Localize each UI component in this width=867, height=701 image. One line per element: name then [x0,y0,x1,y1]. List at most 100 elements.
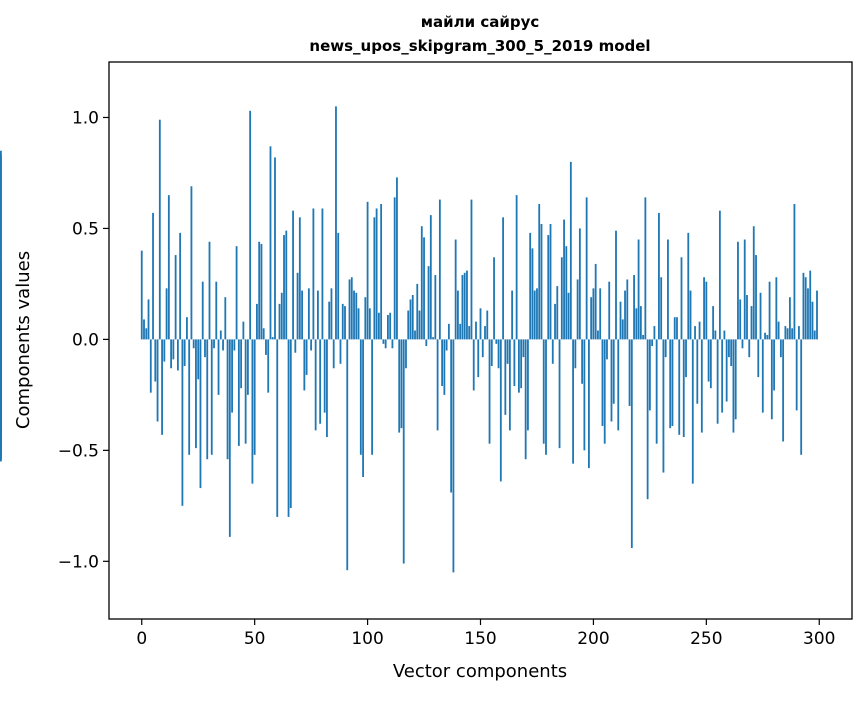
bar-252 [709,339,712,389]
bar-257 [721,339,724,413]
bar-29 [206,339,209,460]
bar-203 [599,288,602,340]
bar-116 [402,339,405,564]
bar-90 [344,306,346,340]
bar-183 [554,303,556,340]
bar-224 [646,339,649,500]
bar-182 [551,339,554,364]
bar-213 [621,319,624,340]
bar-95 [355,292,358,340]
bar-159 [499,339,502,482]
bar-22 [190,186,193,340]
bar-181 [549,224,552,340]
bar-51 [256,303,258,340]
x-tick-label-150: 150 [464,629,496,649]
bar-63 [283,235,285,340]
bar-17 [179,232,182,340]
bar-80 [321,208,324,340]
bar-170 [524,339,527,460]
bar-186 [560,257,563,340]
bar-74 [307,288,310,340]
bar-91 [346,339,349,571]
bar-249 [703,277,705,340]
bar-263 [734,339,737,420]
bar-188 [565,246,568,340]
bar-72 [303,339,306,391]
bar-202 [597,330,599,340]
bar-140 [457,290,459,340]
bar-286 [786,328,789,340]
bar-234 [669,339,672,429]
bar-15 [174,255,177,340]
x-tick-label-100: 100 [351,629,383,649]
bar-239 [680,257,683,340]
bar-97 [359,339,362,455]
bar-292 [800,339,803,455]
bar-190 [569,161,572,340]
bar-1 [143,319,145,340]
bar-44 [240,339,243,389]
bar-269 [748,339,751,358]
bar-144 [466,270,468,340]
bar-37 [224,297,227,340]
bar-172 [529,232,532,340]
bar-138 [452,339,455,573]
bar-295 [807,288,809,340]
bar-293 [802,272,805,340]
y-tick-label-4: 1.0 [72,108,99,128]
bar-64 [285,230,288,340]
bar-191 [572,339,574,464]
bar-105 [377,312,380,340]
bar-128 [429,215,432,340]
bar-178 [542,339,545,444]
bar-3 [147,299,150,340]
bar-56 [267,339,270,393]
bar-246 [696,339,699,404]
bar-165 [513,339,516,386]
x-axis-ticks: 0 50 100 150 200 250 300 [136,619,835,649]
bar-143 [463,272,466,340]
bar-150 [479,308,482,340]
bar-199 [590,297,593,340]
bar-240 [682,339,685,438]
bar-2 [145,328,148,340]
bar-206 [606,339,608,360]
bar-99 [364,297,367,340]
bar-86 [335,106,337,340]
bar-192 [574,339,577,369]
bar-214 [624,290,626,340]
bar-119 [409,299,412,340]
bar-49 [251,339,254,484]
bar-12 [167,195,170,340]
y-tick-label-2: 0.0 [72,330,99,350]
bar-247 [698,321,701,340]
bar-26 [199,339,202,489]
bar-220 [637,239,640,340]
bar-58 [271,337,274,340]
x-tick-label-200: 200 [577,629,609,649]
bar-109 [387,314,389,340]
bar-23 [192,339,195,349]
bar-40 [231,339,233,413]
bar-134 [443,339,446,395]
bar-277 [766,334,769,340]
bar-297 [811,301,814,340]
bar-93 [350,277,353,340]
bar-272 [755,255,757,340]
bar-217 [630,339,633,548]
bar-248 [700,339,703,433]
bar-242 [687,232,690,340]
bar-175 [536,288,538,340]
bar-223 [644,197,647,340]
bar-115 [400,339,403,429]
bar-82 [326,339,328,438]
bar-208 [610,339,613,422]
bar-21 [188,339,191,455]
bar-147 [472,339,475,391]
bar-66 [289,339,292,509]
bar-201 [594,263,597,340]
bar-135 [445,339,448,351]
bar-94 [353,290,355,340]
bar-155 [490,339,493,367]
